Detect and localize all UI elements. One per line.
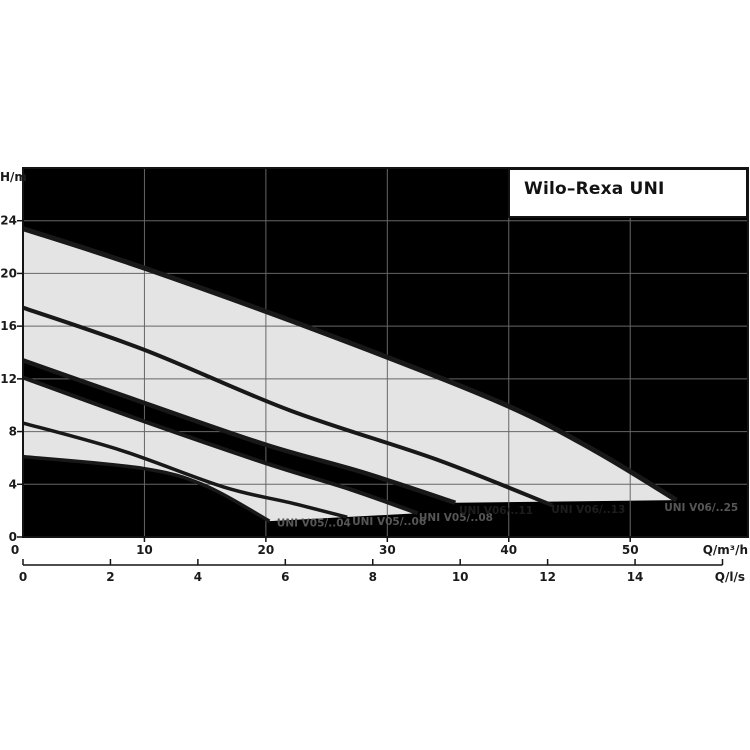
x-axis-primary-tick-label: 50 bbox=[622, 543, 639, 557]
x-axis-primary-tick-label: 20 bbox=[258, 543, 275, 557]
y-axis-tick-label: 0 bbox=[9, 530, 17, 544]
y-axis-tick-label: 20 bbox=[0, 266, 17, 280]
x-axis-secondary-tick-label: 6 bbox=[281, 570, 289, 584]
x-axis-primary-tick-label: 0 bbox=[11, 543, 19, 557]
pump-curve bbox=[22, 454, 271, 523]
x-axis-primary-tick-label: 30 bbox=[379, 543, 396, 557]
y-axis-tick-label: 16 bbox=[0, 319, 17, 333]
x-axis-primary-tick-label: 40 bbox=[500, 543, 517, 557]
x-axis-primary-unit-label: Q/m³/h bbox=[703, 543, 748, 557]
curve-label: UNI V05/..06 bbox=[352, 516, 426, 528]
x-axis-secondary-tick-label: 0 bbox=[19, 570, 27, 584]
y-axis-tick-label: 4 bbox=[9, 477, 17, 491]
curve-label: UNI V06/..25 bbox=[664, 502, 738, 514]
plot-border bbox=[22, 167, 749, 538]
curve-label: UNI V06/..11 bbox=[459, 505, 533, 517]
x-axis-primary-tick-label: 10 bbox=[136, 543, 153, 557]
x-axis-secondary-tick-label: 14 bbox=[627, 570, 644, 584]
x-axis-secondary-tick-label: 2 bbox=[106, 570, 114, 584]
y-axis-tick-label: 8 bbox=[9, 425, 17, 439]
x-axis-secondary-tick-label: 10 bbox=[452, 570, 469, 584]
pump-curve bbox=[22, 375, 419, 516]
pump-curve bbox=[22, 358, 457, 505]
x-axis-secondary-tick-label: 4 bbox=[194, 570, 202, 584]
x-axis-secondary-tick-label: 12 bbox=[539, 570, 556, 584]
pump-curve bbox=[22, 421, 348, 519]
curve-label: UNI V05/..04 bbox=[277, 518, 351, 530]
pump-envelope-band bbox=[23, 228, 677, 503]
pump-curve bbox=[22, 305, 554, 508]
chart-title: Wilo–Rexa UNI bbox=[524, 179, 665, 199]
y-axis-unit-label: H/m bbox=[0, 170, 27, 184]
x-axis-secondary-unit-label: Q/l/s bbox=[715, 570, 745, 584]
curve-label: UNI V06/..13 bbox=[551, 504, 625, 516]
y-axis-tick-label: 24 bbox=[0, 214, 17, 228]
x-axis-secondary-tick-label: 8 bbox=[369, 570, 377, 584]
y-axis-tick-label: 12 bbox=[0, 372, 17, 386]
curve-label: UNI V05/..08 bbox=[419, 512, 493, 524]
chart-title-box: Wilo–Rexa UNI bbox=[508, 168, 748, 218]
pump-curve bbox=[22, 226, 678, 503]
